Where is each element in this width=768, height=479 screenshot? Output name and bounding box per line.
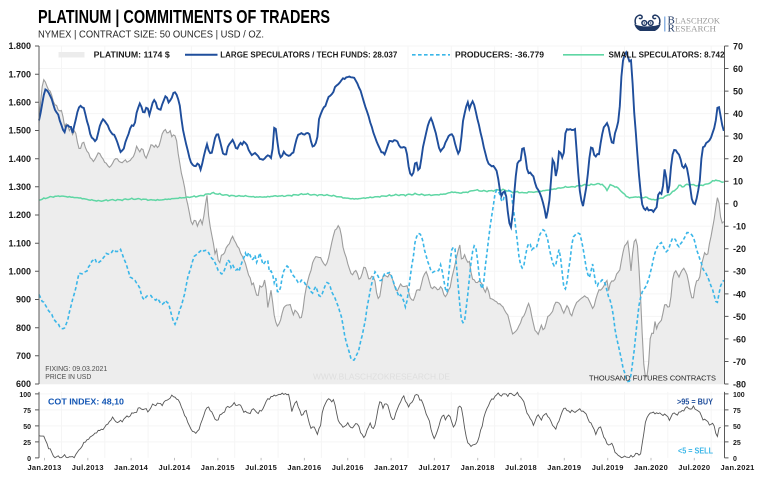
svg-text:Jul.2015: Jul.2015 (245, 463, 277, 472)
svg-text:Jul.2018: Jul.2018 (505, 463, 537, 472)
svg-text:Jan.2019: Jan.2019 (547, 463, 581, 472)
svg-text:<5 = SELL: <5 = SELL (678, 447, 713, 456)
svg-text:25: 25 (733, 440, 741, 447)
svg-text:WWW.BLASCHZOKRESEARCH.DE: WWW.BLASCHZOKRESEARCH.DE (313, 372, 450, 382)
svg-text:1.200: 1.200 (8, 210, 31, 220)
svg-text:SMALL SPECULATORS: 8.742: SMALL SPECULATORS: 8.742 (609, 50, 726, 59)
svg-text:0: 0 (733, 456, 737, 463)
svg-text:10: 10 (733, 177, 743, 187)
svg-text:LASCHZOK: LASCHZOK (675, 17, 720, 26)
svg-text:0: 0 (733, 199, 738, 209)
svg-text:THOUSAND FUTURES CONTRACTS: THOUSAND FUTURES CONTRACTS (589, 374, 716, 383)
svg-text:1.600: 1.600 (8, 98, 31, 108)
svg-text:100: 100 (19, 392, 31, 399)
svg-text:Jan.2020: Jan.2020 (634, 463, 668, 472)
svg-text:Jul.2019: Jul.2019 (592, 463, 624, 472)
svg-text:Jan.2017: Jan.2017 (374, 463, 408, 472)
svg-text:1.000: 1.000 (8, 267, 31, 277)
svg-text:Jul.2013: Jul.2013 (72, 463, 104, 472)
svg-text:1.800: 1.800 (8, 41, 31, 51)
svg-text:Jul.2017: Jul.2017 (418, 463, 450, 472)
svg-text:600: 600 (16, 379, 31, 389)
svg-text:-80: -80 (733, 379, 746, 389)
svg-text:700: 700 (16, 351, 31, 361)
svg-text:Jan.2015: Jan.2015 (201, 463, 235, 472)
svg-text:0: 0 (27, 456, 31, 463)
svg-text:Jan.2021: Jan.2021 (721, 463, 755, 472)
svg-text:-40: -40 (733, 289, 746, 299)
svg-text:PRICE IN USD: PRICE IN USD (45, 374, 91, 381)
svg-text:50: 50 (733, 87, 743, 97)
svg-text:PRODUCERS: -36.779: PRODUCERS: -36.779 (455, 50, 545, 59)
svg-text:50: 50 (23, 424, 31, 431)
svg-text:Jul.2020: Jul.2020 (678, 463, 710, 472)
svg-text:-50: -50 (733, 312, 746, 322)
svg-text:1.100: 1.100 (8, 238, 31, 248)
svg-text:COT INDEX: 48,10: COT INDEX: 48,10 (48, 397, 124, 407)
svg-text:75: 75 (733, 408, 741, 415)
svg-text:40: 40 (733, 109, 743, 119)
svg-text:-20: -20 (733, 244, 746, 254)
svg-text:1.400: 1.400 (8, 154, 31, 164)
svg-text:FIXING: 09.03.2021: FIXING: 09.03.2021 (45, 366, 107, 373)
svg-text:800: 800 (16, 323, 31, 333)
svg-text:-10: -10 (733, 222, 746, 232)
svg-text:1.500: 1.500 (8, 126, 31, 136)
svg-text:20: 20 (733, 154, 743, 164)
svg-text:B: B (668, 15, 675, 27)
svg-text:Jan.2013: Jan.2013 (27, 463, 61, 472)
svg-text:60: 60 (733, 64, 743, 74)
svg-text:Jan.2018: Jan.2018 (461, 463, 495, 472)
svg-text:Jul.2016: Jul.2016 (332, 463, 364, 472)
svg-text:NYMEX | CONTRACT SIZE: 50 OUNC: NYMEX | CONTRACT SIZE: 50 OUNCES | USD /… (38, 29, 264, 41)
svg-text:25: 25 (23, 440, 31, 447)
svg-text:Jan.2014: Jan.2014 (114, 463, 149, 472)
svg-text:LARGE SPECULATORS / TECH FUNDS: LARGE SPECULATORS / TECH FUNDS: 28.037 (220, 50, 398, 59)
svg-text:Jul.2014: Jul.2014 (158, 463, 191, 472)
svg-text:900: 900 (16, 295, 31, 305)
svg-text:R: R (668, 23, 676, 35)
svg-text:-30: -30 (733, 267, 746, 277)
svg-text:-70: -70 (733, 357, 746, 367)
svg-text:Jan.2016: Jan.2016 (287, 463, 321, 472)
svg-text:PLATINUM: 1174 $: PLATINUM: 1174 $ (94, 50, 171, 59)
svg-text:50: 50 (733, 424, 741, 431)
svg-text:30: 30 (733, 132, 743, 142)
svg-text:>95 = BUY: >95 = BUY (677, 398, 714, 407)
svg-text:1.300: 1.300 (8, 182, 31, 192)
svg-text:PLATINUM | COMMITMENTS OF TRAD: PLATINUM | COMMITMENTS OF TRADERS (38, 7, 330, 27)
svg-text:70: 70 (733, 41, 743, 51)
svg-text:-60: -60 (733, 334, 746, 344)
svg-text:1.700: 1.700 (8, 69, 31, 79)
svg-text:75: 75 (23, 408, 31, 415)
svg-text:100: 100 (733, 392, 745, 399)
svg-text:ESEARCH: ESEARCH (675, 25, 716, 34)
